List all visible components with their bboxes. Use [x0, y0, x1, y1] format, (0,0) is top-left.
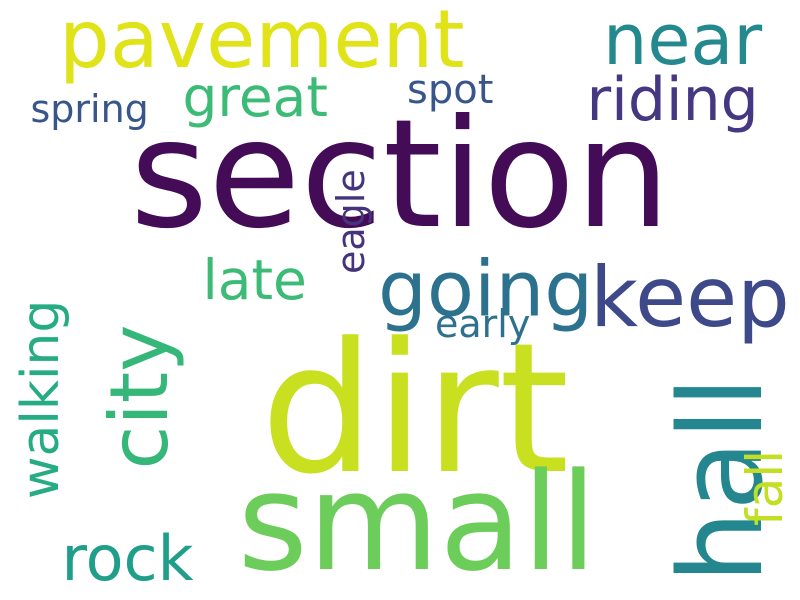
- word-riding: riding: [586, 65, 759, 135]
- word-rock: rock: [61, 522, 194, 595]
- word-near: near: [603, 0, 763, 81]
- word-eagle: eagle: [329, 169, 373, 274]
- word-city: city: [93, 324, 186, 470]
- word-dirt: dirt: [260, 305, 570, 514]
- word-pavement: pavement: [59, 0, 465, 86]
- word-late: late: [202, 248, 307, 312]
- word-spring: spring: [30, 87, 149, 131]
- word-keep: keep: [590, 249, 790, 346]
- word-going: going: [378, 244, 594, 335]
- word-early: early: [435, 302, 531, 346]
- word-small: small: [237, 444, 598, 600]
- word-walking: walking: [11, 299, 71, 499]
- word-section: section: [130, 88, 671, 262]
- word-great: great: [182, 65, 328, 129]
- word-fall: fall: [736, 449, 794, 526]
- word-spot: spot: [407, 67, 494, 113]
